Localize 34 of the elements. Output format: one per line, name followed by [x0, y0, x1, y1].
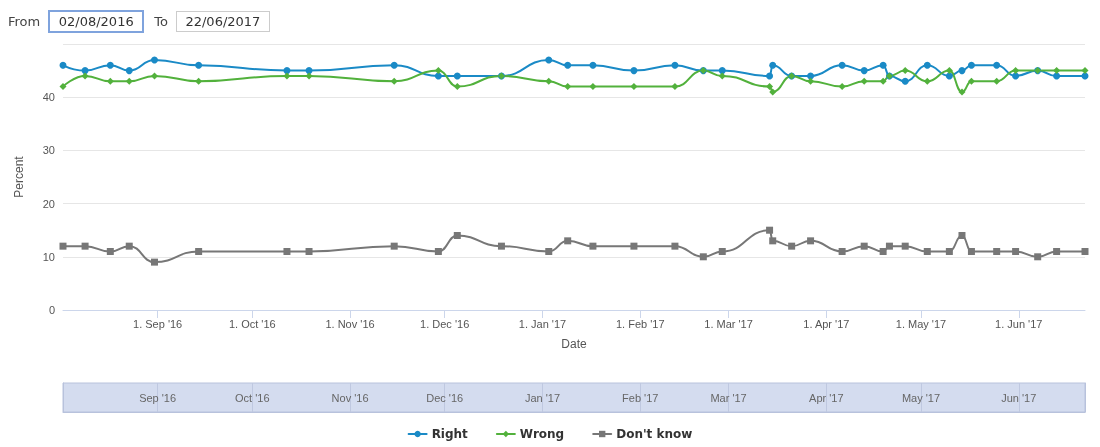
- legend-label: Right: [431, 427, 469, 441]
- x2-tick-label: Feb '17: [622, 391, 659, 404]
- date-field: 02/08/2016: [48, 10, 145, 33]
- x-tick-label: 1. May '17: [895, 317, 947, 330]
- x-tick-label: 1. Feb '17: [615, 317, 665, 330]
- x2-tick-label: Apr '17: [809, 391, 844, 404]
- x-tick-label: 1. Oct '16: [228, 317, 276, 330]
- x-tick-label: 1. Sep '16: [133, 317, 183, 330]
- y-tick-label: 30: [42, 144, 55, 157]
- x-tick-label: 1. Jun '17: [995, 317, 1043, 330]
- x-axis-title: Date: [561, 337, 587, 351]
- legend-label: Wrong: [519, 427, 565, 441]
- y-tick-label: 10: [42, 250, 55, 263]
- x2-tick-label: Dec '16: [426, 391, 464, 404]
- date-field: 22/06/2017: [175, 11, 270, 32]
- x2-tick-label: Nov '16: [331, 391, 369, 404]
- legend-label: Don't know: [616, 427, 693, 441]
- x-tick-label: 1. Nov '16: [325, 317, 375, 330]
- x2-tick-label: Jan '17: [524, 391, 561, 404]
- x-tick-label: 1. Dec '16: [420, 317, 470, 330]
- x2-tick-label: Jun '17: [1001, 391, 1037, 404]
- x-tick-label: 1. Jan '17: [518, 317, 567, 330]
- x-tick-label: 1. Apr '17: [803, 317, 850, 330]
- x2-tick-label: Sep '16: [139, 391, 177, 404]
- y-tick-label: 40: [42, 91, 55, 104]
- x2-tick-label: May '17: [901, 391, 941, 404]
- y-tick-label: 0: [48, 304, 55, 316]
- text: To: [154, 14, 168, 29]
- x2-tick-label: Oct '16: [235, 391, 270, 404]
- x2-tick-label: Mar '17: [710, 391, 747, 404]
- x-tick-label: 1. Mar '17: [704, 317, 753, 330]
- y-tick-label: 20: [42, 197, 55, 210]
- y-axis-title: Percent: [12, 155, 26, 198]
- text: From: [8, 14, 41, 29]
